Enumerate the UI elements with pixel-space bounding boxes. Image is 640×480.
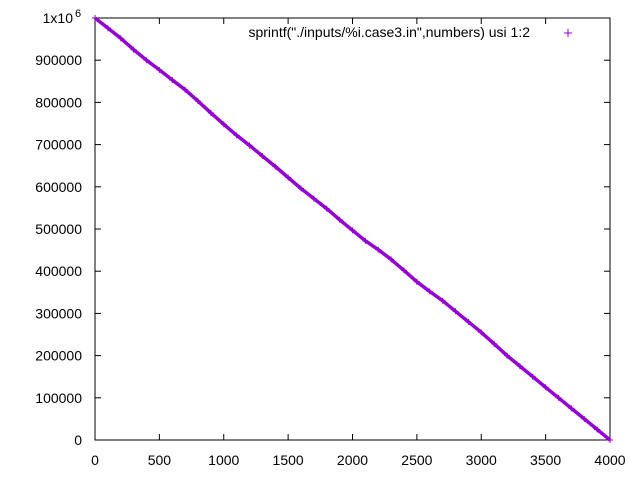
data-point: [426, 288, 433, 295]
data-point: [555, 394, 562, 401]
data-point: [491, 340, 498, 347]
x-tick-label: 0: [91, 452, 99, 468]
legend-label: sprintf("./inputs/%i.case3.in",numbers) …: [248, 24, 530, 40]
y-tick-label: 200000: [35, 348, 82, 364]
data-point: [388, 256, 395, 263]
data-point: [272, 163, 279, 170]
x-axis: 0 500 1000 1500 2000 2500 3000 3500 4000: [91, 18, 626, 468]
x-tick-label: 2500: [401, 452, 432, 468]
data-point: [413, 278, 420, 285]
y-tick-label: 500000: [35, 221, 82, 237]
data-point: [375, 246, 382, 253]
data-point: [362, 237, 369, 244]
y-axis: 0 100000 200000 300000 400000 500000 600000 700…: [35, 8, 610, 448]
data-point: [439, 297, 446, 304]
data-point: [310, 195, 317, 202]
data-point: [182, 86, 189, 93]
x-tick-label: 2000: [337, 452, 368, 468]
y-tick-label: 800000: [35, 94, 82, 110]
data-point: [207, 109, 214, 116]
y-tick-label: 100000: [35, 390, 82, 406]
data-point: [259, 152, 266, 159]
data-point: [117, 35, 124, 42]
data-point: [233, 132, 240, 139]
y-tick-label: 1x10: [43, 10, 74, 26]
y-tick-label: 900000: [35, 52, 82, 68]
data-point: [323, 205, 330, 212]
series-layer: [92, 15, 613, 443]
data-point: [143, 57, 150, 64]
x-tick-label: 3000: [466, 452, 497, 468]
x-tick-label: 1000: [208, 452, 239, 468]
data-point: [568, 405, 575, 412]
data-point: [195, 98, 201, 105]
x-tick-label: 1500: [273, 452, 304, 468]
data-point: [104, 25, 111, 32]
y-tick-label: 700000: [35, 137, 82, 153]
y-tick-label: 300000: [35, 305, 82, 321]
data-point: [220, 121, 227, 128]
x-tick-label: 4000: [594, 452, 625, 468]
data-point: [529, 373, 536, 380]
legend: sprintf("./inputs/%i.case3.in",numbers) …: [248, 24, 572, 40]
data-point: [92, 15, 98, 21]
x-tick-label: 500: [148, 452, 172, 468]
data-point: [156, 66, 163, 73]
data-point: [452, 308, 459, 315]
data-point: [542, 384, 549, 391]
y-tick-label: 600000: [35, 179, 82, 195]
data-point: [478, 329, 485, 336]
y-tick-exponent: 6: [75, 8, 81, 20]
data-point: [349, 227, 356, 234]
data-point: [516, 363, 523, 370]
y-tick-label: 400000: [35, 263, 82, 279]
data-point: [465, 318, 472, 325]
data-point: [401, 267, 407, 274]
data-point: [285, 174, 292, 181]
legend-marker-plus-icon: [564, 29, 572, 37]
data-point: [594, 426, 601, 433]
data-point: [607, 437, 613, 443]
data-point: [169, 77, 176, 84]
x-tick-label: 3500: [530, 452, 561, 468]
data-point: [504, 352, 510, 359]
data-point: [581, 415, 588, 422]
data-point: [336, 216, 343, 223]
data-point: [130, 46, 137, 53]
y-tick-label: 0: [74, 432, 82, 448]
data-point: [298, 185, 304, 192]
data-point: [246, 142, 253, 149]
